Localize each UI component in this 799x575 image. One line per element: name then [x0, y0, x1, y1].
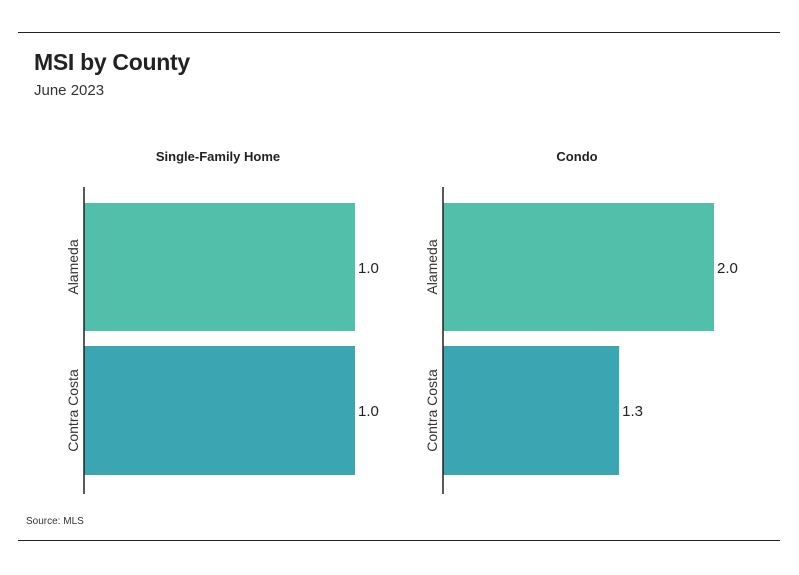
bar-alameda	[443, 203, 714, 331]
chart-subtitle: June 2023	[34, 82, 105, 99]
category-label: Contra Costa	[65, 369, 81, 452]
source-note: Source: MLS	[26, 516, 84, 527]
bar-alameda	[84, 203, 355, 331]
chart-title: MSI by County	[34, 49, 190, 75]
panel-condo: Condo 2.0 Alameda 1.3 Contra Costa	[424, 149, 738, 494]
bottom-rule	[18, 540, 780, 541]
bar-contra-costa	[443, 346, 620, 475]
category-label: Contra Costa	[424, 369, 440, 452]
value-label: 2.0	[717, 260, 738, 277]
bar-contra-costa	[84, 346, 355, 475]
value-label: 1.0	[358, 260, 379, 277]
category-label: Alameda	[65, 239, 81, 294]
panel-single-family-home: Single-Family Home 1.0 Alameda 1.0 Contra Co…	[65, 149, 379, 494]
panel-title: Condo	[556, 149, 597, 164]
panel-title: Single-Family Home	[156, 149, 280, 164]
value-label: 1.0	[358, 403, 379, 420]
top-rule	[18, 32, 780, 33]
category-label: Alameda	[424, 239, 440, 294]
value-label: 1.3	[622, 403, 643, 420]
